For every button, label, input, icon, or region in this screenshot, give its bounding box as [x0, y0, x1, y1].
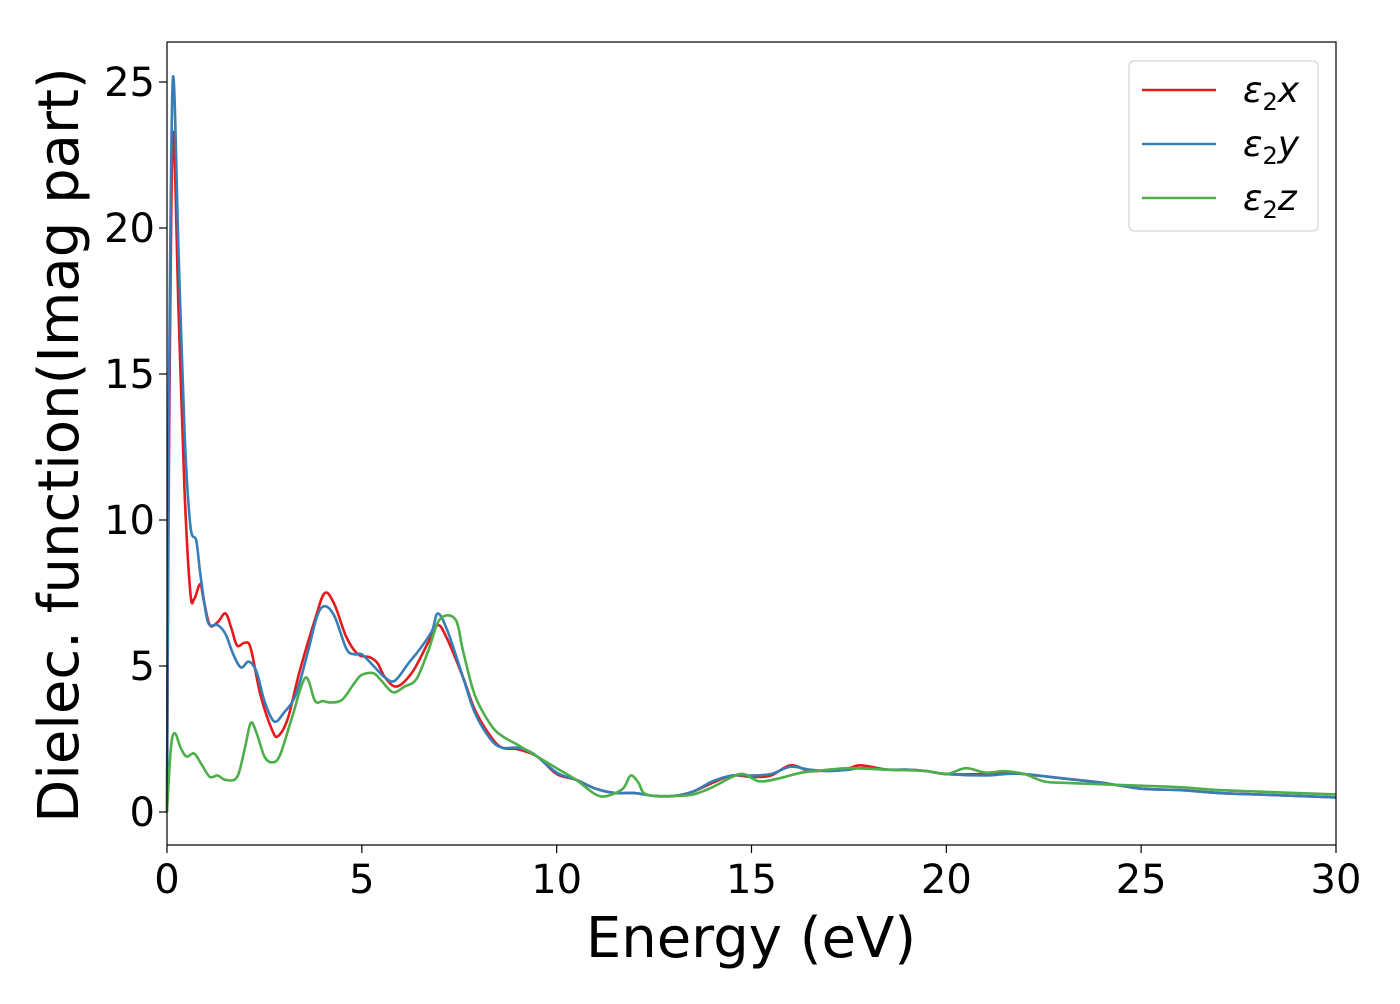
x-axis-label: Energy (eV): [586, 906, 916, 971]
legend-label-x: ε2x: [1243, 70, 1300, 116]
x-tick-label: 0: [154, 857, 179, 903]
x-tick-label: 10: [531, 857, 582, 903]
x-tick-label: 15: [726, 857, 777, 903]
y-tick-label: 15: [104, 352, 155, 398]
y-axis: 0 5 10 15 20 25: [104, 60, 167, 836]
series-line-x: [165, 130, 1337, 813]
x-tick-label: 5: [349, 857, 374, 903]
series-line-z: [165, 613, 1337, 813]
x-tick-label: 20: [921, 857, 972, 903]
legend-label-y: ε2y: [1243, 124, 1300, 170]
legend: ε2x ε2y ε2z: [1128, 60, 1319, 232]
x-tick-label: 30: [1311, 857, 1362, 903]
y-tick-label: 25: [104, 60, 155, 106]
legend-label-z: ε2z: [1243, 178, 1298, 224]
y-axis-label: Dielec. function(Imag part): [27, 67, 92, 823]
y-tick-label: 20: [104, 206, 155, 252]
y-tick-label: 5: [130, 644, 155, 690]
x-axis: 0 5 10 15 20 25 30: [154, 845, 1361, 903]
x-tick-label: 25: [1116, 857, 1167, 903]
y-tick-label: 0: [130, 790, 155, 836]
y-tick-label: 10: [104, 498, 155, 544]
legend-frame: [1128, 60, 1319, 232]
series-layer: [165, 75, 1337, 813]
